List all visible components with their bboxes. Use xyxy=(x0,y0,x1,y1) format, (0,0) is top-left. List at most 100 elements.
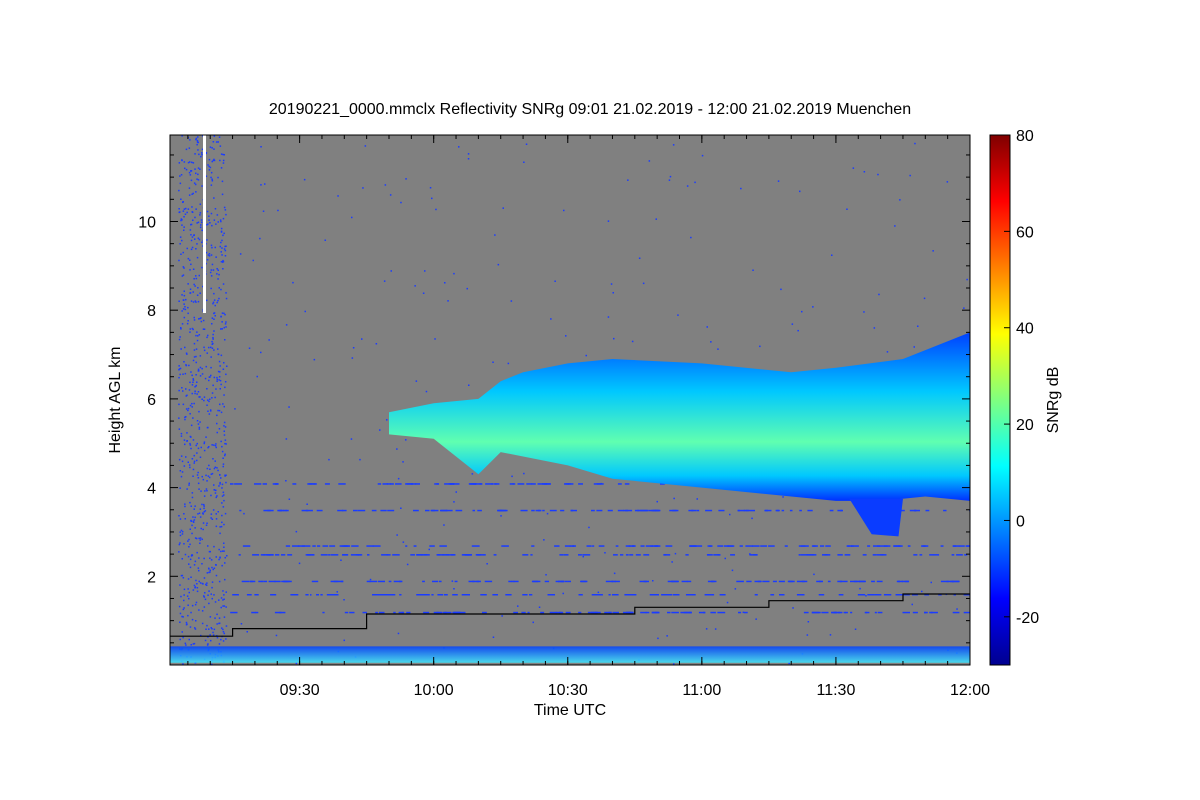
clutter-streak xyxy=(274,580,281,583)
noise-dot xyxy=(218,428,221,430)
clutter-streak xyxy=(527,611,530,614)
clutter-streak xyxy=(290,594,299,596)
noise-dot xyxy=(734,588,737,590)
x-tick-label: 11:30 xyxy=(816,682,855,699)
noise-dot xyxy=(431,197,433,200)
clutter-streak xyxy=(648,509,656,512)
noise-dot xyxy=(183,267,185,269)
noise-dot xyxy=(220,315,222,318)
noise-dot xyxy=(201,475,203,478)
noise-dot xyxy=(219,145,222,147)
clutter-streak xyxy=(452,594,458,596)
noise-dot xyxy=(180,253,182,255)
noise-dot xyxy=(191,374,193,377)
x-axis-label: Time UTC xyxy=(534,702,606,719)
noise-dot xyxy=(194,537,197,539)
noise-dot xyxy=(191,492,194,494)
noise-dot xyxy=(193,508,195,510)
clutter-streak xyxy=(624,483,630,485)
noise-dot xyxy=(189,269,191,271)
noise-dot xyxy=(217,370,220,373)
clutter-streak xyxy=(529,594,532,596)
noise-dot xyxy=(182,299,185,301)
clutter-streak xyxy=(301,509,309,512)
noise-dot xyxy=(492,361,494,363)
clutter-streak xyxy=(663,554,667,556)
noise-dot xyxy=(205,152,207,155)
clutter-streak xyxy=(640,611,647,614)
noise-dot xyxy=(224,556,226,559)
clutter-streak xyxy=(639,580,647,583)
noise-dot xyxy=(224,439,227,441)
clutter-streak xyxy=(779,594,785,596)
clutter-streak xyxy=(858,580,865,583)
clutter-streak xyxy=(570,509,577,512)
noise-dot xyxy=(191,236,194,238)
noise-dot xyxy=(213,376,216,379)
noise-dot xyxy=(225,591,227,593)
noise-dot xyxy=(194,300,197,302)
noise-dot xyxy=(198,318,200,320)
noise-dot xyxy=(213,135,216,137)
noise-dot xyxy=(181,294,183,296)
clutter-streak xyxy=(482,611,487,614)
noise-dot xyxy=(201,503,203,506)
noise-dot xyxy=(208,400,210,403)
noise-dot xyxy=(197,300,200,303)
clutter-streak xyxy=(238,554,241,556)
noise-dot xyxy=(224,562,226,564)
noise-dot xyxy=(252,259,254,262)
noise-dot xyxy=(195,385,197,387)
noise-dot xyxy=(223,232,225,235)
clutter-streak xyxy=(847,545,850,547)
noise-dot xyxy=(202,328,205,330)
noise-dot xyxy=(673,497,675,500)
noise-dot xyxy=(277,209,279,212)
noise-dot xyxy=(192,268,195,270)
noise-dot xyxy=(178,376,180,379)
clutter-streak xyxy=(375,594,380,596)
noise-dot xyxy=(213,628,216,631)
noise-dot xyxy=(198,410,200,413)
clutter-streak xyxy=(437,594,443,596)
noise-dot xyxy=(194,168,196,170)
noise-dot xyxy=(218,273,220,276)
noise-dot xyxy=(190,248,193,251)
noise-dot xyxy=(234,408,236,410)
clutter-streak xyxy=(605,580,613,583)
clutter-streak xyxy=(839,580,848,583)
noise-dot xyxy=(201,185,203,187)
noise-dot xyxy=(187,257,190,260)
noise-dot xyxy=(219,245,221,248)
noise-dot xyxy=(195,172,197,175)
noise-dot xyxy=(224,453,226,455)
noise-dot xyxy=(196,551,198,554)
noise-dot xyxy=(192,162,195,164)
clutter-streak xyxy=(449,483,455,485)
clutter-streak xyxy=(628,545,636,547)
clutter-streak xyxy=(578,611,582,614)
noise-dot xyxy=(200,317,202,319)
noise-dot xyxy=(351,216,353,219)
noise-dot xyxy=(213,292,215,295)
noise-dot xyxy=(239,253,242,255)
clutter-streak xyxy=(270,594,277,596)
noise-dot xyxy=(612,292,614,294)
noise-dot xyxy=(668,179,671,181)
noise-dot xyxy=(219,481,221,484)
noise-dot xyxy=(219,483,221,485)
noise-dot xyxy=(405,439,407,441)
noise-dot xyxy=(197,368,200,371)
clutter-streak xyxy=(393,580,402,583)
clutter-streak xyxy=(744,611,748,614)
clutter-streak xyxy=(765,509,772,512)
noise-dot xyxy=(223,499,225,502)
clutter-streak xyxy=(667,580,674,583)
noise-dot xyxy=(224,386,226,389)
noise-dot xyxy=(195,374,197,376)
clutter-streak xyxy=(640,545,645,547)
clutter-streak xyxy=(540,611,545,614)
noise-dot xyxy=(193,342,196,345)
noise-dot xyxy=(203,511,205,513)
noise-dot xyxy=(197,136,199,138)
